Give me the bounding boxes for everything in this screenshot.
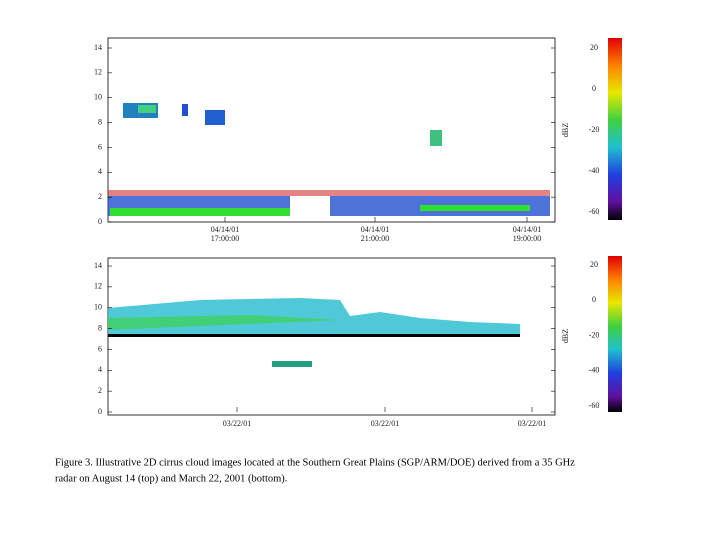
x-tick-label: 04/14/01	[361, 225, 389, 234]
top-panel	[107, 37, 622, 223]
y-tick-label: 2	[98, 386, 102, 395]
y-tick-label: 12	[94, 68, 102, 77]
cloud	[205, 110, 225, 125]
cloud	[108, 315, 340, 330]
cloud-base	[108, 334, 520, 337]
cloud	[108, 190, 550, 196]
y-tick-label: 4	[98, 365, 102, 374]
colorbar-tick-label: 20	[590, 260, 598, 269]
y-tick-label: 4	[98, 167, 102, 176]
colorbar-tick-label: 0	[592, 295, 596, 304]
y-tick-label: 8	[98, 117, 102, 126]
y-tick-label: 10	[94, 93, 102, 102]
y-tick-label: 0	[98, 217, 102, 226]
x-tick-label: 03/22/01	[223, 419, 251, 428]
y-tick-label: 6	[98, 142, 102, 151]
x-tick-label: 04/14/01	[211, 225, 239, 234]
colorbar-tick-label: -40	[589, 366, 600, 375]
x-tick-label: 03/22/01	[371, 419, 399, 428]
y-tick-label: 14	[94, 261, 102, 270]
x-tick-label: 17:00:00	[211, 234, 239, 243]
colorbar-tick-label: -60	[589, 401, 600, 410]
cloud	[110, 208, 290, 216]
y-tick-label: 6	[98, 344, 102, 353]
y-tick-label: 8	[98, 323, 102, 332]
colorbar-tick-label: 0	[592, 84, 596, 93]
y-tick-label: 2	[98, 192, 102, 201]
cloud	[108, 298, 520, 336]
bottom-panel	[107, 256, 622, 416]
x-tick-label: 19:00:00	[513, 234, 541, 243]
colorbar-tick-label: -20	[589, 125, 600, 134]
y-tick-label: 0	[98, 407, 102, 416]
y-tick-label: 12	[94, 282, 102, 291]
colorbar-tick-label: -60	[589, 207, 600, 216]
cloud	[430, 130, 442, 146]
colorbar-tick-label: -40	[589, 166, 600, 175]
cloud	[182, 104, 188, 116]
colorbar	[608, 38, 622, 220]
colorbar-label: dBZ	[561, 123, 570, 137]
colorbar-label: dBZ	[561, 329, 570, 343]
colorbar-tick-label: 20	[590, 43, 598, 52]
cloud	[272, 361, 312, 367]
y-tick-label: 14	[94, 43, 102, 52]
y-tick-label: 10	[94, 303, 102, 312]
x-tick-label: 03/22/01	[518, 419, 546, 428]
cloud	[420, 205, 530, 211]
caption: radar on August 14 (top) and March 22, 2…	[55, 473, 287, 484]
colorbar	[608, 256, 622, 412]
colorbar-tick-label: -20	[589, 330, 600, 339]
gap	[290, 196, 330, 218]
cloud	[138, 105, 156, 113]
x-tick-label: 21:00:00	[361, 234, 389, 243]
x-tick-label: 04/14/01	[513, 225, 541, 234]
plot-frame	[107, 37, 556, 223]
caption: Figure 3. Illustrative 2D cirrus cloud i…	[55, 457, 575, 468]
